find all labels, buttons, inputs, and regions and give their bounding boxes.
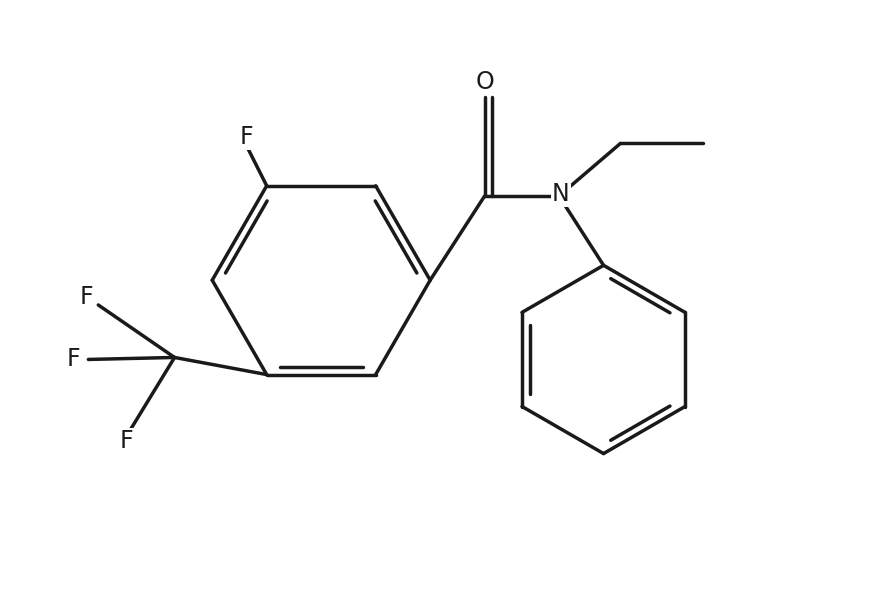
Text: F: F: [240, 125, 254, 149]
Text: F: F: [80, 285, 93, 309]
Text: F: F: [66, 347, 81, 371]
Text: N: N: [552, 182, 570, 206]
Text: O: O: [475, 70, 494, 94]
Text: F: F: [119, 428, 133, 452]
